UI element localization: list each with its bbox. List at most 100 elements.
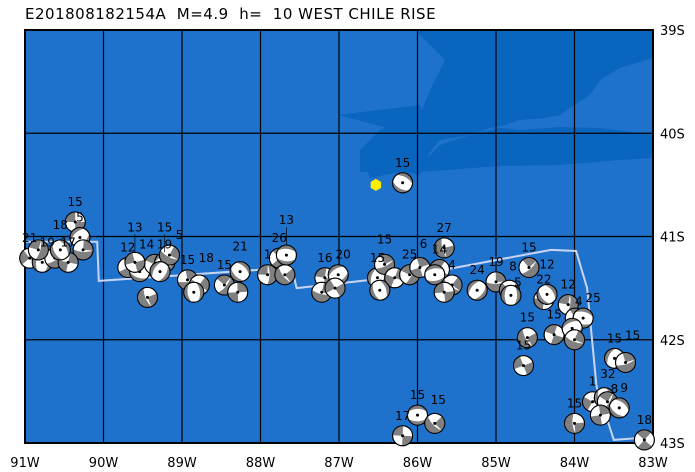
- depth-label: 15: [607, 331, 622, 345]
- depth-label: 1: [589, 375, 597, 389]
- depth-label: 15: [520, 311, 535, 325]
- depth-label: 15: [516, 339, 531, 353]
- depth-label: 21: [232, 240, 247, 254]
- lat-tick-label: 39S: [660, 24, 685, 39]
- lon-tick-label: 89W: [167, 456, 197, 471]
- depth-label: 13: [127, 220, 142, 234]
- focal-mechanism-beachball[interactable]: [561, 327, 587, 353]
- lat-tick-label: 41S: [660, 231, 685, 246]
- depth-label: 5: [76, 211, 84, 225]
- depth-label: 15: [377, 232, 392, 246]
- depth-label: 15: [395, 156, 410, 170]
- depth-label: 17: [61, 235, 76, 249]
- focal-mechanism-beachball[interactable]: [183, 281, 205, 303]
- focal-mechanism-beachball[interactable]: [407, 404, 428, 426]
- focal-mechanism-beachball[interactable]: [257, 264, 279, 286]
- focal-mechanism-beachball[interactable]: [146, 258, 173, 285]
- focal-mechanism-beachball[interactable]: [226, 258, 254, 286]
- focal-mechanism-beachball[interactable]: [26, 238, 51, 263]
- focal-mechanism-beachball[interactable]: [47, 237, 74, 264]
- focal-mechanism-beachball[interactable]: [123, 250, 147, 274]
- focal-mechanism-beachball[interactable]: [271, 261, 299, 289]
- focal-mechanism-beachball[interactable]: [515, 253, 543, 281]
- focal-mechanism-beachball[interactable]: [613, 350, 638, 375]
- depth-label: 15: [157, 220, 172, 234]
- depth-label: 20: [336, 248, 351, 262]
- depth-label: 8: [509, 260, 517, 274]
- lat-tick-label: 43S: [660, 437, 685, 452]
- deep-water-region: [360, 30, 653, 175]
- focal-mechanism-beachball[interactable]: [227, 281, 249, 303]
- focal-mechanism-beachball[interactable]: [564, 412, 586, 435]
- focal-mechanism-beachball[interactable]: [541, 322, 566, 347]
- depth-label: 15: [546, 308, 561, 322]
- depth-label: 19: [40, 235, 55, 249]
- depth-label: 15: [431, 393, 446, 407]
- focal-mechanisms: [19, 169, 658, 454]
- depth-label: 17: [395, 409, 410, 423]
- depth-label: 12: [539, 257, 554, 271]
- depth-label: 12: [561, 278, 576, 292]
- focal-mechanism-beachball[interactable]: [500, 284, 522, 306]
- map-frame: [24, 29, 654, 444]
- lon-tick-label: 87W: [324, 456, 354, 471]
- focal-mechanism-beachball[interactable]: [421, 409, 449, 437]
- depth-label: 5: [514, 275, 522, 289]
- deep-water-region: [338, 105, 432, 178]
- depth-label: 16: [317, 251, 332, 265]
- lat-tick-label: 42S: [660, 334, 685, 349]
- focal-mechanism-beachball[interactable]: [463, 276, 491, 303]
- depth-label: 15: [410, 388, 425, 402]
- lon-tick-label: 86W: [403, 456, 433, 471]
- epicenter-hexagon-icon[interactable]: [370, 178, 382, 191]
- depth-label: 14: [139, 238, 154, 252]
- depth-label: 15: [68, 195, 83, 209]
- focal-mechanism-beachball[interactable]: [367, 278, 393, 303]
- focal-mechanism-beachball[interactable]: [392, 425, 414, 447]
- focal-mechanism-beachball[interactable]: [533, 281, 560, 308]
- depth-label: 9: [620, 381, 628, 395]
- depth-label: 13: [279, 213, 294, 227]
- depth-label: 24: [470, 263, 485, 277]
- depth-label: 12: [120, 241, 135, 255]
- lon-tick-label: 85W: [481, 456, 511, 471]
- depth-label: 15: [370, 251, 385, 265]
- depth-label: 8: [611, 382, 619, 396]
- focal-mechanism-beachball[interactable]: [275, 244, 297, 266]
- focal-mechanism-beachball[interactable]: [424, 263, 446, 286]
- focal-mechanism-beachball[interactable]: [606, 394, 633, 421]
- depth-label: 27: [437, 221, 452, 235]
- depth-label: 15: [567, 396, 582, 410]
- depth-label: 22: [536, 273, 551, 287]
- depth-label: 5: [176, 228, 184, 242]
- depth-label: 15: [521, 241, 536, 255]
- deep-water-region: [420, 127, 653, 172]
- focal-mechanism-beachball[interactable]: [589, 404, 612, 427]
- focal-mechanism-beachball[interactable]: [432, 236, 456, 260]
- depth-label: 18: [637, 413, 652, 427]
- focal-mechanism-beachball[interactable]: [514, 324, 541, 351]
- map-title: E201808182154A M=4.9 h= 10 WEST CHILE RI…: [25, 5, 437, 23]
- focal-mechanism-beachball[interactable]: [321, 274, 348, 301]
- lon-tick-label: 91W: [10, 456, 40, 471]
- depth-label: 1: [264, 248, 272, 262]
- depth-label: 19: [488, 255, 503, 269]
- focal-mechanism-beachball[interactable]: [134, 284, 160, 310]
- focal-mechanism-beachball[interactable]: [72, 239, 94, 261]
- lon-tick-label: 83W: [638, 456, 668, 471]
- depth-label: 25: [585, 291, 600, 305]
- lon-tick-label: 84W: [560, 456, 590, 471]
- depth-label: 18: [199, 251, 214, 265]
- focal-mechanism-beachball[interactable]: [511, 353, 537, 379]
- focal-mechanism-beachball[interactable]: [630, 426, 658, 454]
- depth-label: 18: [53, 218, 68, 232]
- depth-label: 4: [448, 258, 456, 272]
- focal-mechanism-beachball[interactable]: [433, 281, 455, 303]
- depth-label: 21: [22, 231, 37, 245]
- focal-mechanism-beachball[interactable]: [389, 169, 415, 196]
- depth-label: 19: [157, 237, 172, 251]
- depth-label: 14: [432, 243, 447, 257]
- depth-label: 4: [575, 295, 583, 309]
